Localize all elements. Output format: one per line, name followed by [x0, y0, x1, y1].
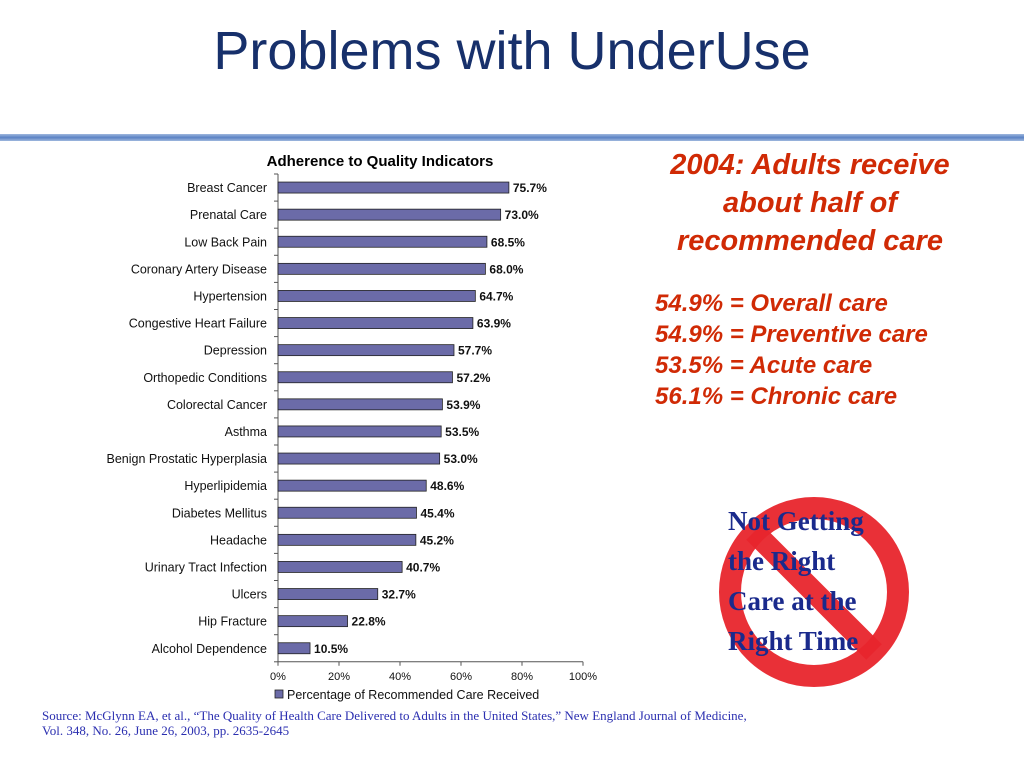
- bar: [277, 506, 417, 519]
- legend-label: Percentage of Recommended Care Received: [287, 688, 539, 702]
- x-tick-label: 20%: [328, 671, 350, 683]
- bar: [277, 317, 474, 329]
- bar-data-label: 68.0%: [489, 262, 523, 276]
- headline: 2004: Adults receive about half of recom…: [610, 146, 1010, 260]
- bar-data-label: 53.5%: [445, 425, 479, 439]
- category-label: Low Back Pain: [184, 235, 267, 249]
- bar: [277, 208, 502, 221]
- bar: [277, 290, 476, 302]
- category-label: Coronary Artery Disease: [131, 262, 267, 276]
- x-tick-label: 100%: [569, 671, 597, 683]
- x-tick-label: 60%: [450, 671, 472, 683]
- category-label: Hypertension: [193, 289, 267, 303]
- care-stats: 54.9% = Overall care 54.9% = Preventive …: [655, 288, 928, 412]
- bar-data-label: 48.6%: [430, 479, 464, 493]
- bar: [277, 425, 442, 438]
- x-tick-label: 0%: [270, 671, 286, 683]
- bar-data-label: 73.0%: [505, 208, 539, 222]
- bar-data-label: 63.9%: [477, 317, 511, 331]
- x-tick-label: 80%: [511, 671, 533, 683]
- bar: [277, 479, 427, 492]
- category-label: Depression: [204, 344, 267, 358]
- bar-data-label: 57.7%: [458, 344, 492, 358]
- bar: [277, 533, 417, 546]
- bar-data-label: 45.2%: [420, 533, 454, 547]
- stat-preventive: 54.9% = Preventive care: [655, 321, 928, 348]
- bar: [277, 452, 441, 465]
- bar-data-label: 64.7%: [479, 289, 513, 303]
- prohibition-sign-icon: [719, 497, 909, 687]
- source-line: Source: McGlynn EA, et al., “The Quality…: [42, 708, 747, 723]
- category-label: Urinary Tract Infection: [145, 560, 267, 574]
- bar-data-label: 22.8%: [352, 615, 386, 629]
- bar-data-label: 68.5%: [491, 235, 525, 249]
- legend-swatch: [274, 689, 284, 699]
- bar: [277, 235, 488, 248]
- headline-line: recommended care: [677, 225, 943, 257]
- headline-line: about half of: [723, 187, 897, 219]
- chart-title: Adherence to Quality Indicators: [267, 153, 494, 170]
- bar-data-label: 75.7%: [513, 181, 547, 195]
- category-label: Orthopedic Conditions: [143, 371, 267, 385]
- bar-data-label: 45.4%: [420, 506, 454, 520]
- bar: [277, 398, 443, 411]
- category-label: Headache: [210, 533, 267, 547]
- sign-text: Not Getting the Right Care at the Right …: [728, 501, 928, 661]
- slide-title: Problems with UnderUse: [213, 21, 811, 81]
- source-citation: Source: McGlynn EA, et al., “The Quality…: [42, 708, 1002, 738]
- stat-overall: 54.9% = Overall care: [655, 290, 888, 317]
- bar: [277, 181, 510, 194]
- category-label: Hyperlipidemia: [184, 479, 267, 493]
- bar: [277, 262, 486, 275]
- sign-text-line: Care at the: [728, 586, 857, 616]
- stat-acute: 53.5% = Acute care: [655, 352, 873, 379]
- bar-data-label: 40.7%: [406, 560, 440, 574]
- category-label: Alcohol Dependence: [152, 642, 267, 656]
- title-divider: [0, 134, 1024, 141]
- category-label: Hip Fracture: [198, 615, 267, 629]
- bar: [277, 344, 455, 357]
- bar-data-label: 10.5%: [314, 642, 348, 656]
- bar-data-label: 53.9%: [446, 398, 480, 412]
- category-label: Benign Prostatic Hyperplasia: [107, 452, 268, 466]
- bar: [277, 588, 379, 600]
- x-tick-label: 40%: [389, 671, 411, 683]
- sign-text-line: the Right: [728, 546, 836, 576]
- bar: [277, 615, 348, 628]
- category-label: Congestive Heart Failure: [129, 317, 267, 331]
- category-label: Breast Cancer: [187, 181, 267, 195]
- sign-text-line: Not Getting: [728, 506, 864, 536]
- category-label: Ulcers: [232, 588, 267, 602]
- bar-data-label: 57.2%: [456, 371, 490, 385]
- category-label: Asthma: [225, 425, 267, 439]
- stat-chronic: 56.1% = Chronic care: [655, 383, 898, 410]
- bar: [277, 371, 453, 384]
- category-label: Diabetes Mellitus: [172, 506, 267, 520]
- category-label: Colorectal Cancer: [167, 398, 267, 412]
- bar-data-label: 32.7%: [382, 588, 416, 602]
- sign-text-line: Right Time: [728, 626, 859, 656]
- category-label: Prenatal Care: [190, 208, 267, 222]
- headline-line: 2004: Adults receive: [670, 149, 950, 181]
- source-line: Vol. 348, No. 26, June 26, 2003, pp. 263…: [42, 723, 290, 738]
- bar-data-label: 53.0%: [444, 452, 478, 466]
- bar: [277, 561, 403, 573]
- bar: [277, 642, 311, 655]
